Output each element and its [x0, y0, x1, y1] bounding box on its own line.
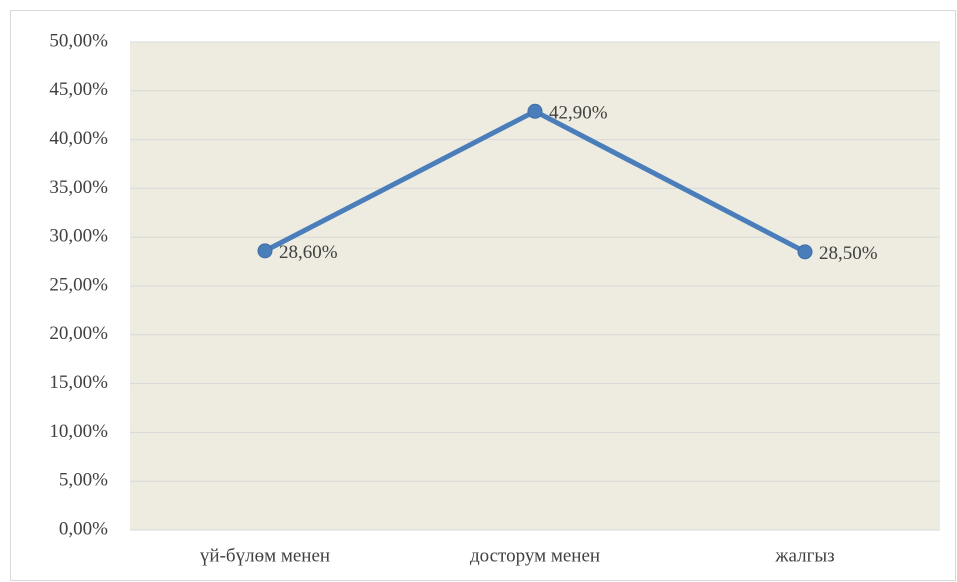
- y-tick-label: 45,00%: [49, 79, 108, 100]
- y-tick-label: 5,00%: [59, 470, 108, 491]
- x-tick-label: үй-бүлөм менен: [200, 545, 330, 566]
- x-tick-label: досторум менен: [470, 545, 600, 566]
- y-tick-label: 10,00%: [49, 421, 108, 442]
- y-tick-label: 0,00%: [59, 518, 108, 539]
- data-label: 42,90%: [549, 103, 608, 124]
- y-tick-label: 20,00%: [49, 323, 108, 344]
- marker: [257, 243, 273, 259]
- data-label: 28,50%: [819, 243, 878, 264]
- y-tick-label: 35,00%: [49, 177, 108, 198]
- x-tick-label: жалгыз: [774, 545, 834, 566]
- marker: [797, 244, 813, 260]
- marker: [527, 103, 543, 119]
- y-tick-label: 15,00%: [49, 372, 108, 393]
- y-tick-label: 50,00%: [49, 30, 108, 51]
- y-tick-label: 25,00%: [49, 274, 108, 295]
- y-tick-label: 40,00%: [49, 128, 108, 149]
- data-label: 28,60%: [279, 242, 338, 263]
- y-tick-label: 30,00%: [49, 226, 108, 247]
